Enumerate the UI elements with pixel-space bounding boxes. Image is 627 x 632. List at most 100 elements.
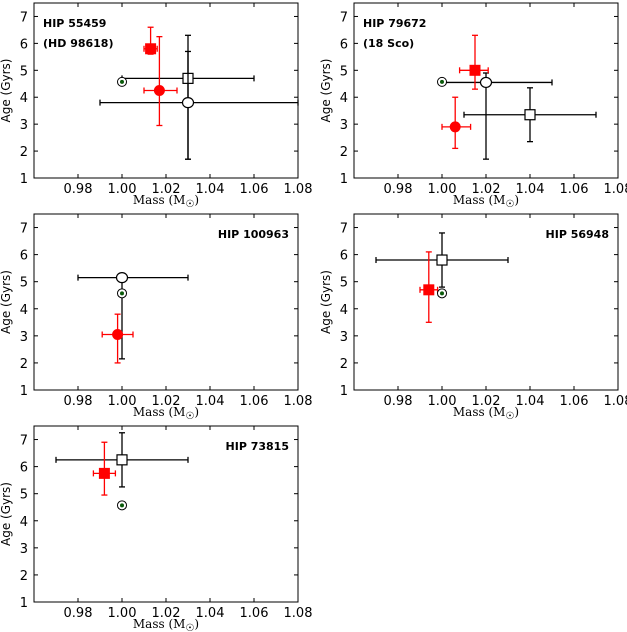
x-tick-label: 0.98 [64,394,93,409]
y-tick-label: 1 [20,384,28,399]
chart-panel-1: 0.98 1.00 1.02 1.04 1.06 1.08 1 2 3 4 5 6 7 Mass (M☉)… [0,2,313,210]
x-tick-label: 1.08 [284,182,313,197]
y-tick-label: 4 [20,303,28,318]
x-tick-label: 1.02 [472,394,501,409]
open-circle-marker [115,272,129,284]
star-name-label: HIP 79672 [363,17,426,30]
y-tick-label: 7 [20,222,28,237]
data-point-open-circle [441,72,553,160]
x-axis-label: Mass (M☉) [133,405,199,422]
filled-circle-marker [112,328,124,340]
x-axis-label-text: Mass (M [133,405,186,419]
y-tick-label: 1 [340,172,348,187]
x-axis-label: Mass (M☉) [133,617,199,632]
open-square-marker [524,109,536,121]
y-tick-label: 1 [340,384,348,399]
chart-panel-3: 0.98 1.00 1.02 1.04 1.06 1.08 1 2 3 4 5 6 7 Mass (M☉)… [0,213,313,422]
sun-dot [120,79,124,84]
x-tick-label: 1.06 [560,182,589,197]
sun-marker [117,500,127,511]
y-tick-label: 6 [340,249,348,264]
x-axis-label-text: Mass (M [453,405,506,419]
y-tick-label: 6 [20,249,28,264]
y-tick-label: 7 [20,10,28,25]
sun-dot [120,503,124,508]
y-tick-label: 3 [340,330,348,345]
y-tick-label: 7 [20,434,28,449]
x-axis-label-sun-symbol: ☉ [505,199,514,210]
sun-marker [117,288,127,299]
x-tick-label: 1.08 [284,606,313,621]
x-tick-label: 1.02 [152,394,181,409]
data-point-open-circle [77,272,189,360]
data-point-filled-circle [101,313,134,364]
y-tick-label: 5 [340,276,348,291]
x-tick-label: 1.08 [284,394,313,409]
x-axis-label-close: ) [194,617,199,631]
x-tick-label: 1.04 [196,394,225,409]
x-axis-label-sun-symbol: ☉ [185,411,194,422]
open-circle-marker [181,97,195,109]
y-axis-label: Age (Gyrs) [0,482,13,546]
x-axis-label-text: Mass (M [133,617,186,631]
y-tick-label: 7 [340,222,348,237]
filled-circle-marker [153,85,165,96]
sun-marker [117,76,127,87]
x-axis-label-close: ) [514,405,519,419]
sun-dot [440,79,444,84]
x-tick-label: 0.98 [64,182,93,197]
x-axis-label-sun-symbol: ☉ [185,199,194,210]
x-axis-label-sun-symbol: ☉ [505,411,514,422]
y-tick-label: 1 [20,596,28,611]
y-tick-label: 2 [20,569,28,584]
x-tick-label: 0.98 [384,182,413,197]
x-tick-label: 1.00 [428,394,457,409]
x-tick-label: 1.00 [428,182,457,197]
x-tick-label: 1.04 [196,606,225,621]
star-name-label: HIP 73815 [226,440,289,453]
x-tick-label: 1.06 [240,182,269,197]
y-axis-label: Age (Gyrs) [319,59,333,123]
y-tick-label: 7 [340,10,348,25]
x-axis-label-text: Mass (M [133,193,186,207]
x-axis-label-close: ) [194,405,199,419]
sun-dot [440,291,444,296]
data-point-filled-square [92,441,117,496]
x-tick-label: 1.00 [108,394,137,409]
star-name-label: HIP 56948 [546,228,609,241]
x-tick-label: 0.98 [384,394,413,409]
y-tick-label: 3 [20,542,28,557]
y-tick-label: 5 [340,64,348,79]
y-tick-label: 2 [340,145,348,160]
filled-square-marker [423,284,435,296]
x-tick-label: 1.04 [516,394,545,409]
sun-dot [120,291,124,296]
data-point-open-square [55,432,189,488]
chart-panel-5: 0.98 1.00 1.02 1.04 1.06 1.08 1 2 3 4 5 6 7 Mass (M☉)… [0,425,313,632]
y-tick-label: 6 [340,37,348,52]
data-point-filled-square [143,26,158,55]
y-tick-label: 3 [340,118,348,133]
data-point-open-circle [99,50,299,160]
y-tick-label: 6 [20,461,28,476]
x-tick-label: 1.04 [196,182,225,197]
y-axis-label: Age (Gyrs) [319,270,333,334]
y-tick-label: 1 [20,172,28,187]
y-tick-label: 4 [340,303,348,318]
filled-square-marker [469,64,481,76]
data-point-open-square [375,232,509,288]
data-point-filled-circle [143,36,178,127]
open-square-marker [116,454,128,466]
x-axis-label: Mass (M☉) [133,193,199,210]
x-axis-label-text: Mass (M [453,193,506,207]
x-tick-label: 1.06 [240,394,269,409]
chart-panel-4: 0.98 1.00 1.02 1.04 1.06 1.08 1 2 3 4 5 6 7 Mass (M☉)… [319,213,627,422]
star-alt-name-label: (HD 98618) [43,37,114,50]
x-tick-label: 1.00 [108,606,137,621]
chart-panel-2: 0.98 1.00 1.02 1.04 1.06 1.08 1 2 3 4 5 6 7 Mass (M☉)… [319,2,627,210]
star-name-label: HIP 55459 [43,17,106,30]
y-tick-label: 2 [20,357,28,372]
x-tick-label: 1.02 [472,182,501,197]
star-alt-name-label: (18 Sco) [363,37,414,50]
